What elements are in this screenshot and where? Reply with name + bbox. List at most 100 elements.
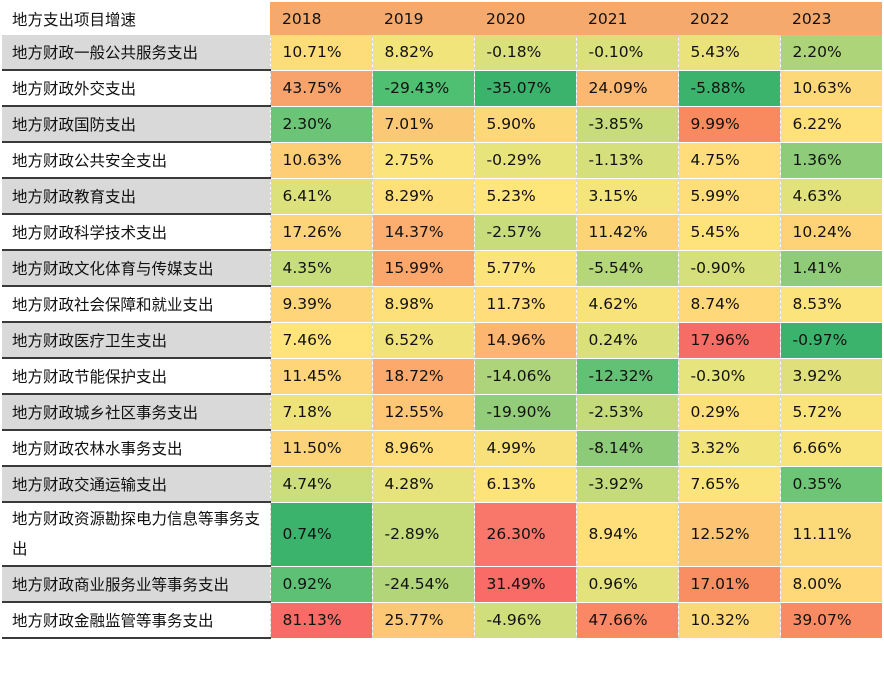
growth-cell: 31.49% <box>473 566 576 603</box>
growth-cell: 9.39% <box>269 286 372 323</box>
row-label: 地方财政文化体育与传媒支出 <box>2 250 270 287</box>
growth-cell: -12.32% <box>575 358 678 395</box>
row-label: 地方财政公共安全支出 <box>2 142 270 179</box>
growth-cell: -1.13% <box>575 142 678 179</box>
growth-cell: 12.55% <box>371 394 474 431</box>
growth-cell: -0.10% <box>575 35 678 71</box>
growth-cell: 7.46% <box>269 322 372 359</box>
growth-cell: 10.24% <box>779 214 882 251</box>
growth-cell: 14.37% <box>371 214 474 251</box>
growth-cell: 4.75% <box>677 142 780 179</box>
table-row: 地方财政外交支出 43.75% -29.43% -35.07% 24.09% -5.88%… <box>2 70 882 107</box>
growth-cell: 11.73% <box>473 286 576 323</box>
growth-cell: 1.41% <box>779 250 882 287</box>
growth-cell: 7.01% <box>371 106 474 143</box>
growth-cell: -3.85% <box>575 106 678 143</box>
growth-cell: 5.99% <box>677 178 780 215</box>
row-label: 地方财政城乡社区事务支出 <box>2 394 270 431</box>
growth-cell: -0.29% <box>473 142 576 179</box>
table-row: 地方财政交通运输支出 4.74% 4.28% 6.13% -3.92% 7.65% 0.35… <box>2 466 882 503</box>
year-header: 2023 <box>780 2 882 35</box>
growth-cell: 5.45% <box>677 214 780 251</box>
growth-cell: 24.09% <box>575 70 678 107</box>
year-header: 2019 <box>372 2 474 35</box>
table-row: 地方财政文化体育与传媒支出 4.35% 15.99% 5.77% -5.54% -0.90… <box>2 250 882 287</box>
row-label: 地方财政一般公共服务支出 <box>2 35 270 71</box>
table-row: 地方财政资源勘探电力信息等事务支出 0.74% -2.89% 26.30% 8.94% 1… <box>2 502 882 567</box>
growth-cell: 2.30% <box>269 106 372 143</box>
growth-cell: -5.54% <box>575 250 678 287</box>
growth-cell: 43.75% <box>269 70 372 107</box>
growth-cell: -35.07% <box>473 70 576 107</box>
growth-cell: 15.99% <box>371 250 474 287</box>
header-row: 地方支出项目增速 2018 2019 2020 2021 2022 2023 <box>2 2 882 35</box>
growth-cell: -2.89% <box>371 502 474 567</box>
growth-cell: 5.90% <box>473 106 576 143</box>
growth-cell: -4.96% <box>473 602 576 639</box>
growth-cell: -2.57% <box>473 214 576 251</box>
growth-cell: 9.99% <box>677 106 780 143</box>
growth-cell: 11.45% <box>269 358 372 395</box>
table-body: 地方财政一般公共服务支出 10.71% 8.82% -0.18% -0.10% 5.43%… <box>2 35 882 639</box>
growth-cell: 3.32% <box>677 430 780 467</box>
growth-cell: -8.14% <box>575 430 678 467</box>
table-row: 地方财政国防支出 2.30% 7.01% 5.90% -3.85% 9.99% 6.22% <box>2 106 882 143</box>
table-row: 地方财政商业服务业等事务支出 0.92% -24.54% 31.49% 0.96% 17.… <box>2 566 882 603</box>
table-row: 地方财政社会保障和就业支出 9.39% 8.98% 11.73% 4.62% 8.74% 8… <box>2 286 882 323</box>
growth-cell: 7.65% <box>677 466 780 503</box>
growth-cell: 11.42% <box>575 214 678 251</box>
growth-cell: 8.82% <box>371 35 474 71</box>
growth-cell: 10.71% <box>269 35 372 71</box>
table-row: 地方财政教育支出 6.41% 8.29% 5.23% 3.15% 5.99% 4.63% <box>2 178 882 215</box>
growth-cell: 2.75% <box>371 142 474 179</box>
growth-cell: 8.96% <box>371 430 474 467</box>
row-label: 地方财政金融监管等事务支出 <box>2 602 270 639</box>
table-row: 地方财政城乡社区事务支出 7.18% 12.55% -19.90% -2.53% 0.29… <box>2 394 882 431</box>
growth-cell: 10.63% <box>269 142 372 179</box>
growth-cell: -24.54% <box>371 566 474 603</box>
growth-cell: 17.26% <box>269 214 372 251</box>
growth-cell: 5.23% <box>473 178 576 215</box>
year-header: 2018 <box>270 2 372 35</box>
growth-cell: 26.30% <box>473 502 576 567</box>
growth-cell: 6.66% <box>779 430 882 467</box>
growth-cell: 7.18% <box>269 394 372 431</box>
growth-cell: -29.43% <box>371 70 474 107</box>
growth-cell: 8.00% <box>779 566 882 603</box>
growth-cell: 6.41% <box>269 178 372 215</box>
row-label: 地方财政教育支出 <box>2 178 270 215</box>
growth-cell: 11.50% <box>269 430 372 467</box>
growth-cell: 11.11% <box>779 502 882 567</box>
row-label: 地方财政医疗卫生支出 <box>2 322 270 359</box>
growth-cell: 2.20% <box>779 35 882 71</box>
growth-cell: 47.66% <box>575 602 678 639</box>
growth-cell: 0.24% <box>575 322 678 359</box>
growth-cell: 5.43% <box>677 35 780 71</box>
growth-cell: 4.74% <box>269 466 372 503</box>
year-header: 2022 <box>678 2 780 35</box>
growth-cell: 8.98% <box>371 286 474 323</box>
row-label: 地方财政社会保障和就业支出 <box>2 286 270 323</box>
growth-cell: 25.77% <box>371 602 474 639</box>
row-label: 地方财政农林水事务支出 <box>2 430 270 467</box>
growth-cell: 1.36% <box>779 142 882 179</box>
growth-cell: -14.06% <box>473 358 576 395</box>
growth-cell: -0.30% <box>677 358 780 395</box>
growth-cell: 6.22% <box>779 106 882 143</box>
growth-cell: -0.97% <box>779 322 882 359</box>
table-row: 地方财政科学技术支出 17.26% 14.37% -2.57% 11.42% 5.45% 1… <box>2 214 882 251</box>
growth-cell: 0.74% <box>269 502 372 567</box>
table-row: 地方财政农林水事务支出 11.50% 8.96% 4.99% -8.14% 3.32% 6.… <box>2 430 882 467</box>
growth-cell: 6.52% <box>371 322 474 359</box>
growth-cell: 3.92% <box>779 358 882 395</box>
growth-cell: -19.90% <box>473 394 576 431</box>
growth-cell: -2.53% <box>575 394 678 431</box>
table-row: 地方财政金融监管等事务支出 81.13% 25.77% -4.96% 47.66% 10.… <box>2 602 882 639</box>
row-label: 地方财政科学技术支出 <box>2 214 270 251</box>
table-row: 地方财政一般公共服务支出 10.71% 8.82% -0.18% -0.10% 5.43%… <box>2 35 882 71</box>
growth-cell: 4.62% <box>575 286 678 323</box>
growth-cell: 8.29% <box>371 178 474 215</box>
growth-cell: 4.63% <box>779 178 882 215</box>
row-label: 地方财政节能保护支出 <box>2 358 270 395</box>
growth-cell: 10.63% <box>779 70 882 107</box>
